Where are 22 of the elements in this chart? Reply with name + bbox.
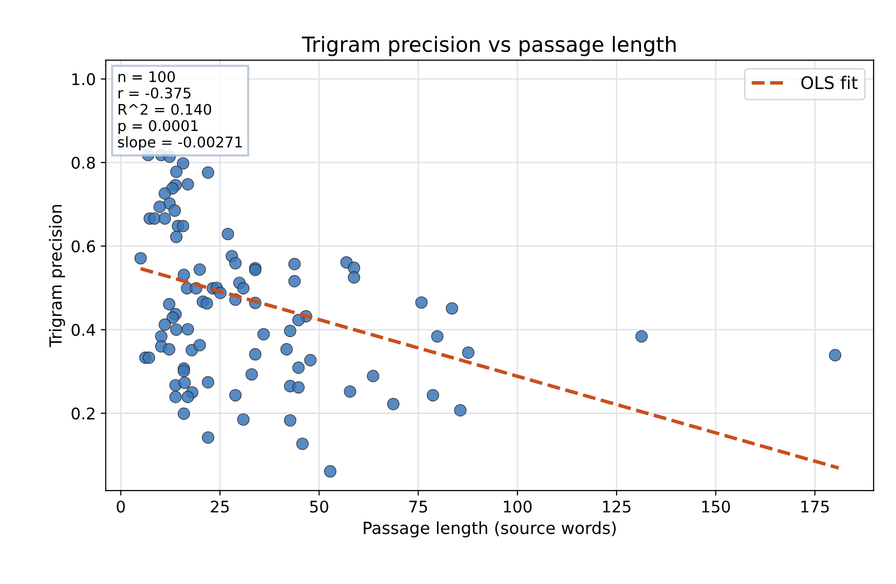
y-axis-title: Trigram precision <box>48 204 66 348</box>
annotation: slope = -0.00271 <box>118 136 242 150</box>
x-tick-label: 175 <box>801 500 829 513</box>
y-tick-label: 0.4 <box>72 324 96 336</box>
annotation: R^2 = 0.140 <box>118 104 212 115</box>
x-tick-label: 50 <box>310 500 328 513</box>
x-tick-label: 0 <box>116 500 125 513</box>
x-axis-title: Passage length (source words) <box>364 521 616 538</box>
y-tick-label: 0.8 <box>72 156 95 169</box>
chart-title: Trigram precision vs passage length <box>302 36 676 56</box>
y-tick-label: 0.6 <box>72 240 95 252</box>
y-tick-label: 0.2 <box>72 407 94 420</box>
annotation: r = -0.375 <box>118 88 190 99</box>
x-tick-label: 25 <box>210 500 229 513</box>
x-tick-label: 100 <box>504 500 532 513</box>
x-tick-label: 75 <box>409 500 428 513</box>
annotation: p = 0.0001 <box>118 120 198 134</box>
legend-label: OLS fit <box>801 76 858 90</box>
annotation: n = 100 <box>118 71 175 82</box>
x-tick-label: 125 <box>603 500 630 513</box>
x-tick-label: 150 <box>702 500 730 513</box>
y-tick-label: 1.0 <box>72 73 95 86</box>
